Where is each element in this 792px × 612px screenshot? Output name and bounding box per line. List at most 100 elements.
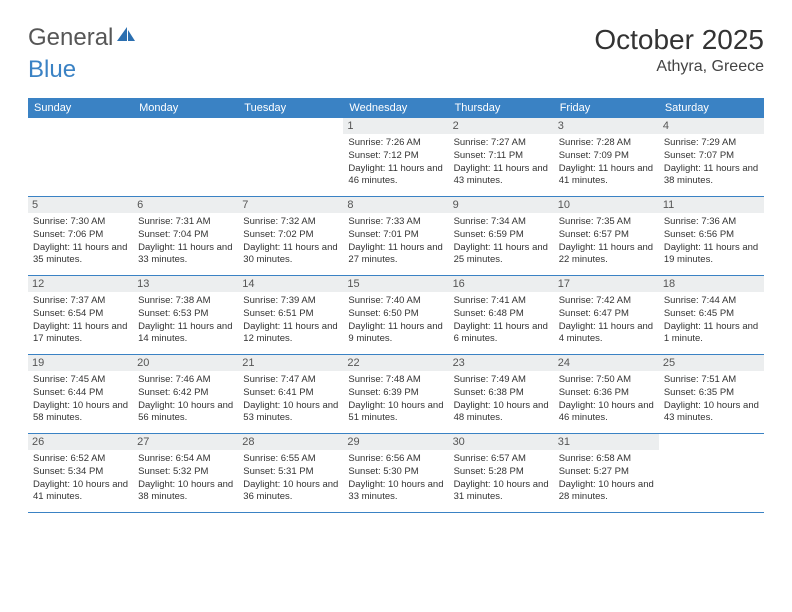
- day-number: 4: [659, 118, 764, 134]
- day-details: Sunrise: 7:44 AMSunset: 6:45 PMDaylight:…: [664, 295, 759, 346]
- day-cell: .: [659, 434, 764, 512]
- day-details: Sunrise: 7:27 AMSunset: 7:11 PMDaylight:…: [454, 137, 549, 188]
- week-row: 5 Sunrise: 7:30 AMSunset: 7:06 PMDaylight…: [28, 197, 764, 276]
- day-cell: .: [133, 118, 238, 196]
- day-cell: 21Sunrise: 7:47 AMSunset: 6:41 PMDayligh…: [238, 355, 343, 433]
- day-cell: 29 Sunrise: 6:56 AMSunset: 5:30 PMDayligh…: [343, 434, 448, 512]
- day-cell: 5 Sunrise: 7:30 AMSunset: 7:06 PMDaylight…: [28, 197, 133, 275]
- day-cell: 24 Sunrise: 7:50 AMSunset: 6:36 PMDayligh…: [554, 355, 659, 433]
- location: Athyra, Greece: [594, 58, 764, 76]
- day-number: 18: [659, 276, 764, 292]
- day-details: Sunrise: 7:35 AMSunset: 6:57 PMDaylight:…: [559, 216, 654, 267]
- day-number: 7: [238, 197, 343, 213]
- day-cell: 19 Sunrise: 7:45 AMSunset: 6:44 PMDayligh…: [28, 355, 133, 433]
- day-details: Sunrise: 7:30 AMSunset: 7:06 PMDaylight:…: [33, 216, 128, 267]
- weekday-label: Friday: [554, 98, 659, 118]
- weekday-label: Thursday: [449, 98, 554, 118]
- day-details: Sunrise: 6:55 AMSunset: 5:31 PMDaylight:…: [243, 453, 338, 504]
- day-details: Sunrise: 7:37 AMSunset: 6:54 PMDaylight:…: [33, 295, 128, 346]
- day-number: 12: [28, 276, 133, 292]
- weekday-label: Saturday: [659, 98, 764, 118]
- day-details: Sunrise: 6:52 AMSunset: 5:34 PMDaylight:…: [33, 453, 128, 504]
- day-cell: 6 Sunrise: 7:31 AMSunset: 7:04 PMDaylight…: [133, 197, 238, 275]
- day-details: Sunrise: 7:31 AMSunset: 7:04 PMDaylight:…: [138, 216, 233, 267]
- calendar: SundayMondayTuesdayWednesdayThursdayFrid…: [28, 98, 764, 513]
- calendar-page: General October 2025 Athyra, Greece Gene…: [0, 0, 792, 533]
- weekday-label: Tuesday: [238, 98, 343, 118]
- day-details: Sunrise: 6:57 AMSunset: 5:28 PMDaylight:…: [454, 453, 549, 504]
- day-cell: 2Sunrise: 7:27 AMSunset: 7:11 PMDaylight…: [449, 118, 554, 196]
- weekday-header: SundayMondayTuesdayWednesdayThursdayFrid…: [28, 98, 764, 118]
- day-details: Sunrise: 6:58 AMSunset: 5:27 PMDaylight:…: [559, 453, 654, 504]
- day-details: Sunrise: 7:28 AMSunset: 7:09 PMDaylight:…: [559, 137, 654, 188]
- day-cell: 30 Sunrise: 6:57 AMSunset: 5:28 PMDayligh…: [449, 434, 554, 512]
- weekday-label: Wednesday: [343, 98, 448, 118]
- day-cell: 14Sunrise: 7:39 AMSunset: 6:51 PMDayligh…: [238, 276, 343, 354]
- day-cell: 22 Sunrise: 7:48 AMSunset: 6:39 PMDayligh…: [343, 355, 448, 433]
- day-cell: 18 Sunrise: 7:44 AMSunset: 6:45 PMDayligh…: [659, 276, 764, 354]
- day-number: 13: [133, 276, 238, 292]
- day-cell: 17Sunrise: 7:42 AMSunset: 6:47 PMDayligh…: [554, 276, 659, 354]
- day-number: 17: [554, 276, 659, 292]
- weeks-container: ...1Sunrise: 7:26 AMSunset: 7:12 PMDayli…: [28, 118, 764, 513]
- week-row: 26Sunrise: 6:52 AMSunset: 5:34 PMDayligh…: [28, 434, 764, 513]
- day-details: Sunrise: 7:46 AMSunset: 6:42 PMDaylight:…: [138, 374, 233, 425]
- day-number: 5: [28, 197, 133, 213]
- day-number: 11: [659, 197, 764, 213]
- day-cell: 4Sunrise: 7:29 AMSunset: 7:07 PMDaylight…: [659, 118, 764, 196]
- day-number: 19: [28, 355, 133, 371]
- weekday-label: Sunday: [28, 98, 133, 118]
- week-row: 19 Sunrise: 7:45 AMSunset: 6:44 PMDayligh…: [28, 355, 764, 434]
- day-details: Sunrise: 7:41 AMSunset: 6:48 PMDaylight:…: [454, 295, 549, 346]
- day-number: 24: [554, 355, 659, 371]
- day-cell: 1 Sunrise: 7:26 AMSunset: 7:12 PMDaylight…: [343, 118, 448, 196]
- day-number: 22: [343, 355, 448, 371]
- day-details: Sunrise: 7:48 AMSunset: 6:39 PMDaylight:…: [348, 374, 443, 425]
- day-cell: 10 Sunrise: 7:35 AMSunset: 6:57 PMDayligh…: [554, 197, 659, 275]
- week-row: ...1Sunrise: 7:26 AMSunset: 7:12 PMDayli…: [28, 118, 764, 197]
- day-cell: .: [238, 118, 343, 196]
- day-details: Sunrise: 7:34 AMSunset: 6:59 PMDaylight:…: [454, 216, 549, 267]
- day-number: 31: [554, 434, 659, 450]
- day-details: Sunrise: 6:56 AMSunset: 5:30 PMDaylight:…: [348, 453, 443, 504]
- day-number: 23: [449, 355, 554, 371]
- day-cell: 16 Sunrise: 7:41 AMSunset: 6:48 PMDayligh…: [449, 276, 554, 354]
- day-details: Sunrise: 7:39 AMSunset: 6:51 PMDaylight:…: [243, 295, 338, 346]
- day-number: 16: [449, 276, 554, 292]
- day-number: 29: [343, 434, 448, 450]
- day-number: 8: [343, 197, 448, 213]
- day-number: 1: [343, 118, 448, 134]
- day-cell: 12 Sunrise: 7:37 AMSunset: 6:54 PMDayligh…: [28, 276, 133, 354]
- day-details: Sunrise: 7:45 AMSunset: 6:44 PMDaylight:…: [33, 374, 128, 425]
- day-details: Sunrise: 7:49 AMSunset: 6:38 PMDaylight:…: [454, 374, 549, 425]
- day-cell: 20Sunrise: 7:46 AMSunset: 6:42 PMDayligh…: [133, 355, 238, 433]
- day-number: 30: [449, 434, 554, 450]
- day-cell: 27Sunrise: 6:54 AMSunset: 5:32 PMDayligh…: [133, 434, 238, 512]
- day-cell: 11 Sunrise: 7:36 AMSunset: 6:56 PMDayligh…: [659, 197, 764, 275]
- day-details: Sunrise: 7:26 AMSunset: 7:12 PMDaylight:…: [348, 137, 443, 188]
- day-cell: .: [28, 118, 133, 196]
- day-details: Sunrise: 7:50 AMSunset: 6:36 PMDaylight:…: [559, 374, 654, 425]
- day-details: Sunrise: 7:32 AMSunset: 7:02 PMDaylight:…: [243, 216, 338, 267]
- day-cell: 7 Sunrise: 7:32 AMSunset: 7:02 PMDaylight…: [238, 197, 343, 275]
- day-details: Sunrise: 7:47 AMSunset: 6:41 PMDaylight:…: [243, 374, 338, 425]
- sail-icon: [115, 24, 137, 52]
- day-number: 27: [133, 434, 238, 450]
- day-number: 3: [554, 118, 659, 134]
- weekday-label: Monday: [133, 98, 238, 118]
- day-cell: 3 Sunrise: 7:28 AMSunset: 7:09 PMDaylight…: [554, 118, 659, 196]
- day-details: Sunrise: 7:51 AMSunset: 6:35 PMDaylight:…: [664, 374, 759, 425]
- day-details: Sunrise: 7:33 AMSunset: 7:01 PMDaylight:…: [348, 216, 443, 267]
- day-cell: 25 Sunrise: 7:51 AMSunset: 6:35 PMDayligh…: [659, 355, 764, 433]
- day-number: 10: [554, 197, 659, 213]
- logo: General: [28, 24, 137, 52]
- day-cell: 28Sunrise: 6:55 AMSunset: 5:31 PMDayligh…: [238, 434, 343, 512]
- day-number: 6: [133, 197, 238, 213]
- day-details: Sunrise: 7:36 AMSunset: 6:56 PMDaylight:…: [664, 216, 759, 267]
- day-cell: 8 Sunrise: 7:33 AMSunset: 7:01 PMDaylight…: [343, 197, 448, 275]
- day-cell: 15Sunrise: 7:40 AMSunset: 6:50 PMDayligh…: [343, 276, 448, 354]
- day-details: Sunrise: 7:38 AMSunset: 6:53 PMDaylight:…: [138, 295, 233, 346]
- day-number: 25: [659, 355, 764, 371]
- day-number: 9: [449, 197, 554, 213]
- day-cell: 23 Sunrise: 7:49 AMSunset: 6:38 PMDayligh…: [449, 355, 554, 433]
